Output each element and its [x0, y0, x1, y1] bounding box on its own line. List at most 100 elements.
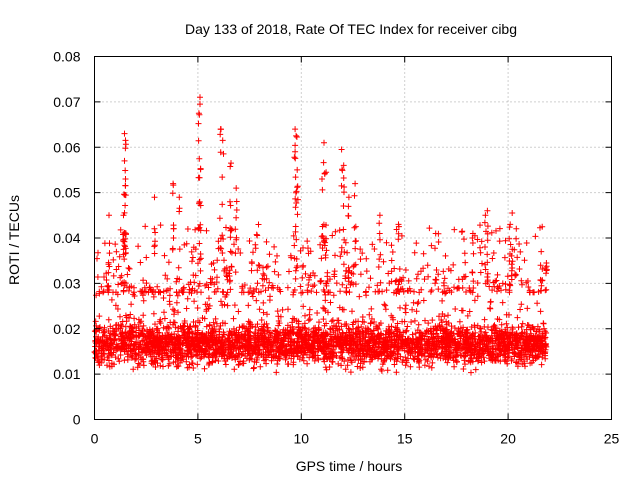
data-point [305, 345, 312, 352]
data-point [195, 260, 201, 267]
data-point [196, 155, 203, 162]
data-point [518, 323, 525, 330]
data-point [292, 148, 299, 155]
data-point [299, 274, 306, 281]
data-point [343, 321, 350, 327]
data-point [496, 238, 503, 245]
data-point [214, 274, 220, 281]
data-point [420, 297, 427, 304]
data-point [318, 277, 325, 284]
data-point [292, 189, 299, 196]
data-point [273, 369, 280, 376]
data-point [295, 338, 302, 345]
data-point [141, 284, 148, 291]
data-point [443, 289, 450, 296]
data-point [383, 287, 390, 294]
data-point [363, 255, 370, 262]
data-point [442, 252, 449, 259]
data-point [224, 289, 231, 296]
data-point [523, 353, 530, 360]
data-point [154, 327, 161, 334]
data-point [422, 317, 428, 324]
data-point [338, 146, 345, 153]
data-point [522, 363, 528, 370]
data-point [424, 345, 431, 352]
grid-lines [94, 56, 612, 420]
data-point [512, 338, 519, 345]
data-point [513, 330, 520, 337]
data-point [274, 308, 281, 315]
data-point [183, 240, 190, 247]
data-point [487, 305, 494, 312]
data-point [456, 318, 463, 325]
data-point [272, 258, 279, 265]
data-point [479, 260, 485, 267]
data-point [131, 341, 138, 348]
data-point [219, 319, 226, 326]
data-point [138, 345, 145, 352]
data-point [421, 276, 428, 283]
data-point [341, 189, 347, 196]
data-point [426, 336, 433, 343]
data-point [453, 359, 460, 366]
data-point [100, 288, 107, 295]
data-point [347, 369, 354, 376]
data-point [279, 337, 286, 344]
data-point [390, 350, 397, 357]
data-point [337, 344, 344, 350]
data-point [477, 325, 484, 332]
data-point [321, 322, 328, 329]
data-point [386, 331, 392, 338]
x-axis-label: GPS time / hours [296, 458, 403, 474]
x-tick-label: 0 [91, 431, 99, 447]
data-point [460, 366, 467, 372]
data-point [474, 322, 481, 329]
data-point [542, 334, 549, 341]
data-point [459, 307, 466, 314]
data-point [180, 286, 187, 292]
data-point [319, 233, 326, 239]
data-point [397, 353, 404, 360]
data-point [121, 192, 128, 198]
data-point [99, 356, 106, 363]
data-point [225, 335, 232, 341]
data-point [245, 333, 252, 339]
data-point [382, 302, 389, 309]
data-point [274, 361, 281, 367]
data-point [441, 339, 448, 346]
data-point [537, 338, 544, 345]
data-point [113, 248, 120, 255]
data-point [253, 297, 260, 304]
data-point [459, 344, 466, 351]
data-point [377, 251, 384, 258]
data-point [219, 288, 226, 295]
data-point [194, 348, 201, 354]
data-point [140, 277, 147, 284]
data-point [390, 349, 397, 356]
data-point [205, 329, 212, 336]
data-point [529, 324, 535, 331]
data-point [159, 348, 166, 355]
data-point [304, 360, 311, 367]
data-point [231, 241, 237, 248]
data-point [518, 277, 525, 284]
data-point [366, 337, 373, 344]
data-point [289, 319, 296, 326]
data-point [205, 336, 211, 342]
data-point [508, 252, 515, 259]
data-point [487, 299, 494, 306]
data-point [416, 345, 423, 352]
data-point [165, 362, 172, 369]
data-point [477, 222, 483, 229]
data-point [219, 137, 226, 144]
data-point [152, 229, 159, 236]
data-point [434, 351, 441, 358]
data-point [227, 248, 234, 255]
data-point [502, 237, 509, 244]
data-point [435, 286, 442, 293]
data-point [233, 352, 239, 359]
data-point [498, 321, 505, 328]
data-point [362, 289, 369, 296]
data-point [501, 351, 508, 358]
data-point [121, 282, 128, 289]
